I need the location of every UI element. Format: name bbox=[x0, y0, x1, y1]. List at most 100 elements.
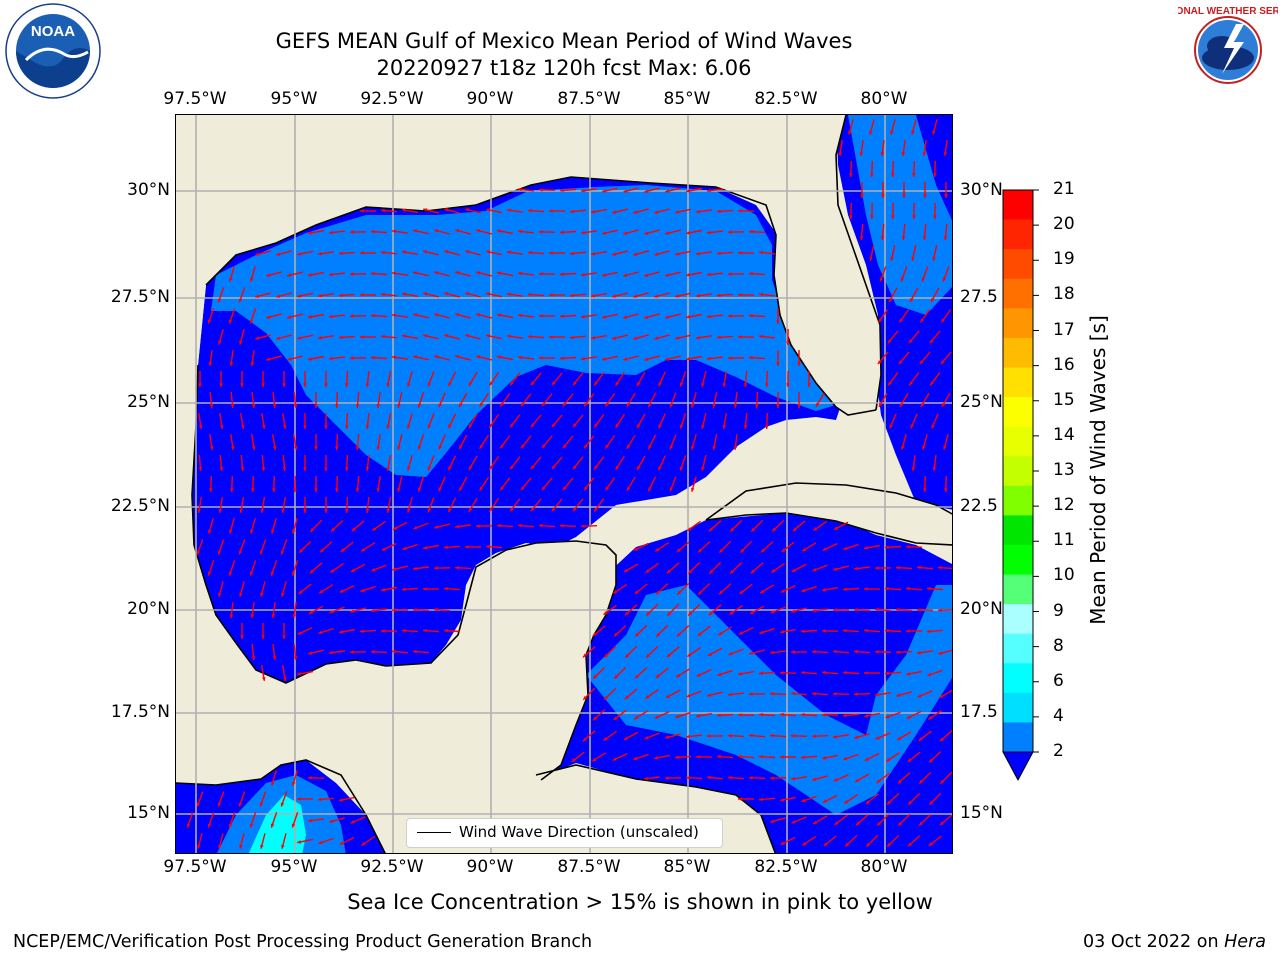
wind-wave-arrowhead bbox=[427, 466, 432, 471]
wind-wave-arrowhead bbox=[625, 611, 629, 616]
wind-wave-arrowhead bbox=[319, 589, 324, 594]
wind-wave-arrowhead bbox=[551, 381, 556, 386]
wind-wave-arrowhead bbox=[297, 631, 302, 635]
wind-wave-arrowhead bbox=[879, 277, 884, 282]
wind-wave-arrowhead bbox=[197, 509, 201, 513]
wind-wave-arrowhead bbox=[365, 467, 370, 471]
wind-wave-arrowhead bbox=[623, 231, 628, 235]
wind-wave-arrowhead bbox=[942, 277, 947, 282]
wind-wave-arrowhead bbox=[738, 335, 742, 339]
wind-wave-arrowhead bbox=[392, 229, 396, 234]
wind-wave-arrowhead bbox=[584, 402, 588, 407]
wind-wave-arrowhead bbox=[931, 298, 935, 302]
wind-wave-arrowhead bbox=[371, 271, 375, 276]
wind-wave-arrowhead bbox=[329, 819, 334, 823]
wind-wave-arrowhead bbox=[604, 653, 609, 658]
wind-wave-arrowhead bbox=[583, 695, 588, 700]
wind-wave-arrowhead bbox=[866, 842, 871, 847]
wind-wave-arrowhead bbox=[593, 674, 598, 679]
wind-wave-arrowhead bbox=[297, 840, 301, 844]
wind-wave-arrowhead bbox=[633, 547, 638, 551]
wind-wave-arrowhead bbox=[344, 425, 349, 429]
wind-wave-arrowhead bbox=[448, 382, 452, 387]
wind-wave-arrowhead bbox=[199, 425, 203, 429]
wind-wave-arrowhead bbox=[230, 404, 235, 408]
map-svg bbox=[176, 115, 952, 853]
wind-wave-arrowhead bbox=[219, 383, 223, 387]
wind-wave-arrowhead bbox=[521, 486, 525, 491]
wind-wave-arrowhead bbox=[573, 423, 577, 428]
wind-wave-arrowhead bbox=[679, 466, 684, 471]
wind-wave-arrowhead bbox=[665, 776, 669, 780]
wind-wave-arrowhead bbox=[249, 571, 254, 576]
colorbar-block bbox=[1003, 722, 1033, 753]
wind-wave-arrowhead bbox=[677, 590, 682, 595]
wind-wave-arrowhead bbox=[740, 548, 745, 553]
lat-tick-right: 20°N bbox=[960, 599, 1003, 619]
wind-wave-arrowhead bbox=[329, 314, 333, 319]
colorbar bbox=[1002, 189, 1039, 782]
wind-wave-arrowhead bbox=[728, 734, 732, 738]
wind-wave-arrowhead bbox=[812, 608, 816, 613]
lat-tick-right: 17.5 bbox=[960, 702, 998, 722]
wind-wave-arrowhead bbox=[707, 693, 712, 697]
wind-wave-arrowhead bbox=[541, 444, 546, 449]
wind-wave-arrowhead bbox=[667, 569, 671, 574]
wind-wave-arrowhead bbox=[697, 632, 702, 636]
legend-label: Wind Wave Direction (unscaled) bbox=[459, 823, 699, 841]
wind-wave-arrowhead bbox=[759, 334, 763, 339]
wind-wave-arrowhead bbox=[612, 294, 617, 298]
wind-wave-arrowhead bbox=[259, 802, 264, 807]
wind-wave-arrowhead bbox=[733, 404, 738, 408]
wind-wave-arrowhead bbox=[239, 592, 243, 597]
wind-wave-arrowhead bbox=[276, 252, 281, 256]
wind-wave-arrowhead bbox=[603, 611, 608, 615]
wind-wave-arrowhead bbox=[392, 608, 396, 612]
wind-wave-arrowhead bbox=[530, 507, 535, 512]
wind-wave-arrowhead bbox=[455, 566, 459, 570]
wind-wave-arrowhead bbox=[280, 802, 285, 807]
wind-wave-arrowhead bbox=[688, 569, 693, 574]
wind-wave-arrowhead bbox=[922, 236, 927, 240]
wind-wave-arrowhead bbox=[562, 486, 567, 491]
wind-wave-arrowhead bbox=[261, 383, 265, 387]
wind-wave-arrowhead bbox=[898, 779, 902, 784]
wind-wave-arrowhead bbox=[217, 802, 222, 807]
wind-wave-arrowhead bbox=[791, 820, 796, 824]
wind-wave-arrowhead bbox=[881, 194, 885, 198]
wind-wave-arrowhead bbox=[739, 590, 744, 594]
wind-wave-arrowhead bbox=[365, 383, 370, 387]
wind-wave-arrowhead bbox=[896, 650, 900, 654]
wind-wave-arrowhead bbox=[318, 797, 322, 802]
wind-wave-arrowhead bbox=[518, 229, 522, 234]
colorbar-block bbox=[1003, 574, 1033, 605]
wind-wave-arrowhead bbox=[854, 608, 858, 612]
wind-wave-arrowhead bbox=[592, 757, 597, 762]
wind-wave-arrowhead bbox=[909, 381, 913, 386]
wind-wave-arrowhead bbox=[541, 402, 546, 407]
wind-wave-arrowhead bbox=[344, 509, 349, 513]
wind-wave-arrowhead bbox=[360, 629, 364, 634]
wind-wave-arrowhead bbox=[686, 776, 690, 780]
wind-wave-arrowhead bbox=[570, 209, 574, 214]
wind-wave-arrowhead bbox=[392, 271, 396, 276]
wind-wave-arrowhead bbox=[270, 823, 275, 828]
wind-wave-arrowhead bbox=[875, 692, 879, 697]
wind-wave-arrowhead bbox=[696, 755, 700, 759]
wind-wave-arrowhead bbox=[271, 781, 275, 786]
wind-wave-arrowhead bbox=[500, 486, 504, 491]
wind-wave-arrowhead bbox=[834, 821, 839, 825]
wind-wave-arrowhead bbox=[807, 383, 811, 387]
wind-wave-arrowhead bbox=[644, 735, 649, 740]
wind-wave-arrowhead bbox=[928, 842, 933, 846]
wind-wave-arrowhead bbox=[217, 550, 222, 555]
wind-wave-arrowhead bbox=[350, 609, 355, 613]
wind-wave-arrowhead bbox=[612, 757, 617, 761]
wind-wave-arrowhead bbox=[696, 293, 700, 298]
wind-wave-arrowhead bbox=[584, 486, 588, 491]
wind-wave-arrowhead bbox=[917, 608, 921, 612]
wind-wave-arrowhead bbox=[272, 446, 277, 450]
wind-wave-arrowhead bbox=[324, 467, 328, 471]
wind-wave-arrowhead bbox=[707, 272, 711, 277]
wind-wave-arrowhead bbox=[423, 208, 428, 212]
